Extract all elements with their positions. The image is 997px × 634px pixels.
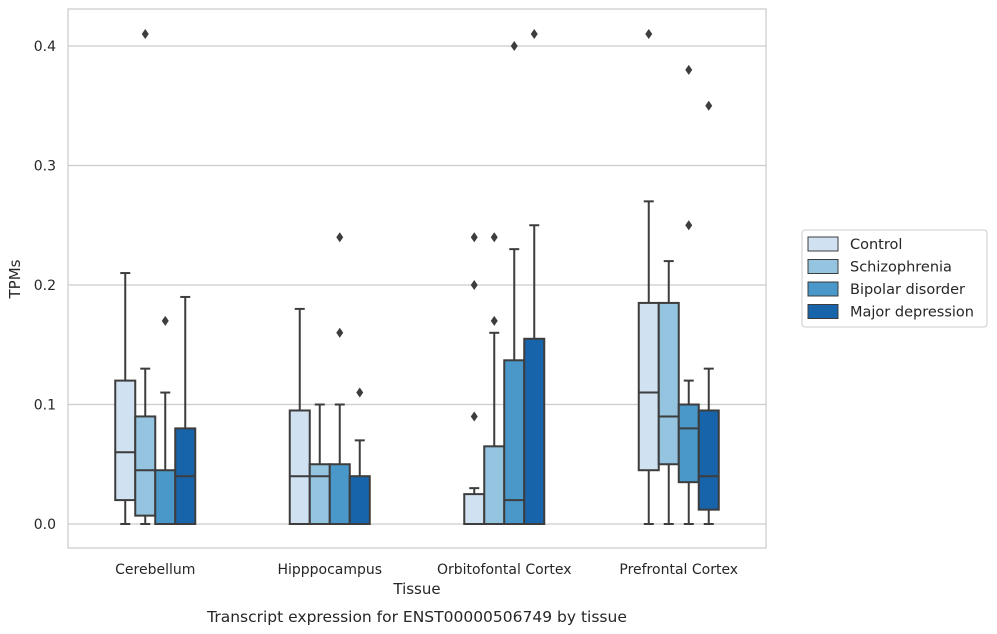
legend-swatch xyxy=(807,304,839,319)
x-axis-label: Tissue xyxy=(392,580,440,598)
y-tick-label: 0.3 xyxy=(34,159,56,175)
y-tick-label: 0.1 xyxy=(34,398,56,414)
outlier-point xyxy=(645,29,653,40)
box xyxy=(637,301,660,472)
outlier-point xyxy=(470,411,478,422)
legend: Control Schizophrenia Bipolar disorder Majo… xyxy=(801,229,988,328)
outlier-point xyxy=(336,327,344,338)
box xyxy=(134,415,157,517)
box xyxy=(657,301,680,466)
outlier-point xyxy=(356,387,364,398)
box xyxy=(328,463,351,525)
outlier-point xyxy=(490,232,498,243)
box xyxy=(677,403,700,484)
x-tick-label: Hipppocampus xyxy=(277,562,382,578)
outlier-point xyxy=(510,41,518,51)
legend-frame xyxy=(801,229,988,328)
legend-label: Major depression xyxy=(850,305,974,321)
legend-label: Control xyxy=(850,237,902,253)
outlier-point xyxy=(161,315,169,326)
box xyxy=(114,379,137,502)
y-axis-ticks: 0.0 0.1 0.2 0.3 0.4 xyxy=(34,39,56,533)
outlier-point xyxy=(705,100,713,111)
box xyxy=(523,337,546,525)
chart-caption: Transcript expression for ENST0000050674… xyxy=(206,608,627,626)
box xyxy=(288,409,311,526)
legend-label: Schizophrenia xyxy=(850,260,952,276)
outlier-point xyxy=(685,220,693,231)
y-tick-label: 0.2 xyxy=(34,278,56,294)
box xyxy=(154,469,177,526)
y-tick-label: 0.0 xyxy=(34,517,56,533)
outlier-point xyxy=(685,64,693,75)
legend-swatch xyxy=(807,281,839,297)
outlier-point xyxy=(141,29,149,40)
x-tick-label: Prefrontal Cortex xyxy=(619,562,738,578)
plot-frame xyxy=(67,8,767,549)
outlier-point xyxy=(470,232,478,243)
box xyxy=(697,409,720,511)
y-tick-label: 0.4 xyxy=(34,39,56,55)
legend-swatch xyxy=(807,259,839,274)
box xyxy=(463,493,486,525)
outlier-point xyxy=(470,280,478,290)
x-axis-ticks: Cerebellum Hipppocampus Orbitofontal Corte… xyxy=(115,562,738,578)
box xyxy=(308,463,331,525)
outlier-point xyxy=(490,315,498,326)
x-tick-label: Cerebellum xyxy=(115,562,195,578)
y-axis-label: TPMs xyxy=(6,259,24,299)
x-tick-label: Orbitofontal Cortex xyxy=(437,562,572,578)
legend-swatch xyxy=(807,236,839,252)
legend-label: Bipolar disorder xyxy=(850,282,965,298)
outlier-point xyxy=(530,29,538,40)
plot-area xyxy=(114,29,720,526)
box xyxy=(348,475,371,526)
box xyxy=(483,445,506,526)
outlier-point xyxy=(336,232,344,243)
